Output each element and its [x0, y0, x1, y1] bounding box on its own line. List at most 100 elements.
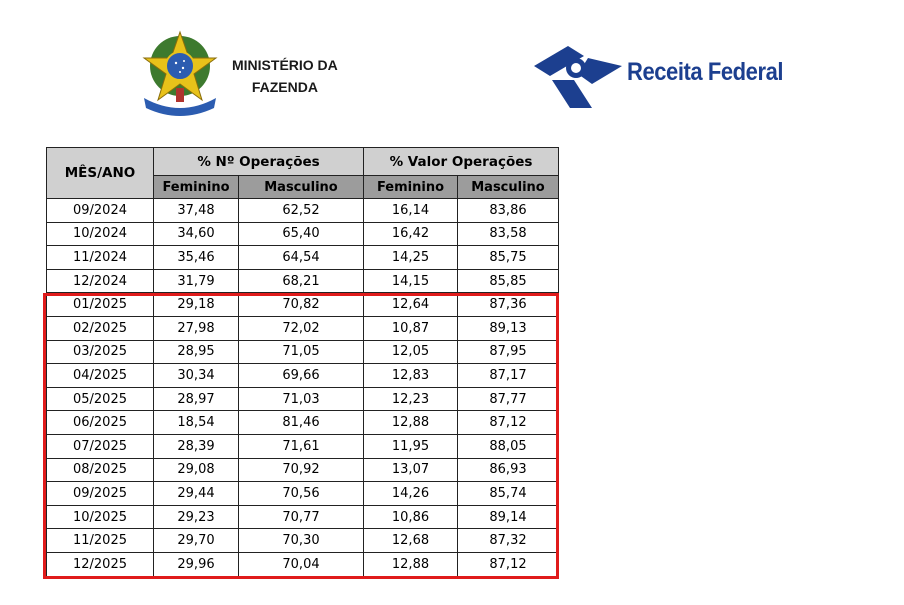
cell-count-female: 27,98: [153, 315, 239, 341]
cell-value-male: 87,77: [457, 386, 559, 412]
cell-count-female: 29,23: [153, 504, 239, 530]
table-row: 08/2025 29,08 70,92 13,07 86,93: [46, 457, 559, 483]
cell-value-female: 12,88: [363, 551, 458, 577]
table-row: 11/2025 29,70 70,30 12,68 87,32: [46, 528, 559, 553]
cell-count-female: 29,18: [153, 292, 239, 317]
agency-name: Receita Federal: [627, 58, 784, 86]
cell-value-female: 10,87: [363, 315, 458, 341]
table-row: 09/2024 37,48 62,52 16,14 83,86: [46, 198, 559, 223]
cell-value-female: 12,88: [363, 410, 458, 435]
cell-value-male: 87,32: [457, 528, 559, 553]
cell-count-female: 18,54: [153, 410, 239, 435]
cell-month: 01/2025: [46, 292, 154, 317]
table-row: 01/2025 29,18 70,82 12,64 87,36: [46, 292, 559, 317]
cell-count-female: 29,96: [153, 551, 239, 577]
cell-count-female: 30,34: [153, 363, 239, 388]
receita-federal-logo-icon: [534, 46, 622, 108]
cell-value-male: 85,74: [457, 481, 559, 506]
table-row: 04/2025 30,34 69,66 12,83 87,17: [46, 363, 559, 388]
cell-count-male: 70,77: [238, 504, 364, 530]
column-group-value: % Valor Operações: [363, 147, 559, 176]
cell-count-male: 68,21: [238, 268, 364, 294]
cell-value-male: 87,36: [457, 292, 559, 317]
ministry-name-line2: FAZENDA: [251, 79, 318, 95]
cell-count-female: 35,46: [153, 245, 239, 270]
cell-month: 04/2025: [46, 363, 154, 388]
cell-value-male: 83,86: [457, 198, 559, 223]
cell-count-male: 70,56: [238, 481, 364, 506]
cell-value-female: 14,26: [363, 481, 458, 506]
cell-count-male: 72,02: [238, 315, 364, 341]
cell-count-female: 28,39: [153, 433, 239, 459]
cell-count-female: 29,44: [153, 481, 239, 506]
cell-value-male: 85,85: [457, 268, 559, 294]
cell-count-male: 70,30: [238, 528, 364, 553]
cell-value-male: 85,75: [457, 245, 559, 270]
brazil-coat-of-arms-icon: [142, 30, 218, 116]
cell-value-female: 12,83: [363, 363, 458, 388]
cell-count-male: 65,40: [238, 221, 364, 247]
cell-count-female: 29,70: [153, 528, 239, 553]
cell-month: 09/2024: [46, 198, 154, 223]
cell-count-female: 34,60: [153, 221, 239, 247]
cell-count-male: 71,61: [238, 433, 364, 459]
cell-value-female: 16,14: [363, 198, 458, 223]
cell-month: 11/2024: [46, 245, 154, 270]
cell-count-male: 71,05: [238, 339, 364, 365]
table-row: 06/2025 18,54 81,46 12,88 87,12: [46, 410, 559, 435]
cell-value-female: 13,07: [363, 457, 458, 483]
column-group-count: % Nº Operações: [153, 147, 364, 176]
cell-count-male: 62,52: [238, 198, 364, 223]
cell-month: 12/2025: [46, 551, 154, 577]
table-row: 11/2024 35,46 64,54 14,25 85,75: [46, 245, 559, 270]
table-row: 12/2025 29,96 70,04 12,88 87,12: [46, 551, 559, 577]
cell-value-male: 87,12: [457, 551, 559, 577]
cell-value-male: 89,13: [457, 315, 559, 341]
cell-month: 10/2024: [46, 221, 154, 247]
cell-count-female: 29,08: [153, 457, 239, 483]
cell-value-male: 87,17: [457, 363, 559, 388]
cell-count-male: 81,46: [238, 410, 364, 435]
table-row: 05/2025 28,97 71,03 12,23 87,77: [46, 386, 559, 412]
column-header-count-female: Feminino: [153, 175, 239, 199]
column-header-value-female: Feminino: [363, 175, 458, 199]
column-header-count-male: Masculino: [238, 175, 364, 199]
cell-month: 06/2025: [46, 410, 154, 435]
table-row: 10/2025 29,23 70,77 10,86 89,14: [46, 504, 559, 530]
table-row: 10/2024 34,60 65,40 16,42 83,58: [46, 221, 559, 247]
cell-count-male: 70,04: [238, 551, 364, 577]
cell-count-female: 37,48: [153, 198, 239, 223]
table-row: 09/2025 29,44 70,56 14,26 85,74: [46, 481, 559, 506]
cell-count-female: 28,97: [153, 386, 239, 412]
table-row: 03/2025 28,95 71,05 12,05 87,95: [46, 339, 559, 365]
cell-value-male: 83,58: [457, 221, 559, 247]
cell-month: 02/2025: [46, 315, 154, 341]
cell-count-female: 28,95: [153, 339, 239, 365]
cell-value-female: 12,05: [363, 339, 458, 365]
table-row: 02/2025 27,98 72,02 10,87 89,13: [46, 315, 559, 341]
gender-operations-table: MÊS/ANO % Nº Operações % Valor Operações…: [46, 147, 559, 577]
table-row: 07/2025 28,39 71,61 11,95 88,05: [46, 433, 559, 459]
cell-month: 03/2025: [46, 339, 154, 365]
cell-value-female: 12,68: [363, 528, 458, 553]
cell-value-female: 12,64: [363, 292, 458, 317]
cell-count-male: 71,03: [238, 386, 364, 412]
cell-month: 09/2025: [46, 481, 154, 506]
cell-count-male: 70,82: [238, 292, 364, 317]
cell-month: 10/2025: [46, 504, 154, 530]
column-header-value-male: Masculino: [457, 175, 559, 199]
column-header-month: MÊS/ANO: [46, 147, 154, 199]
cell-month: 08/2025: [46, 457, 154, 483]
cell-value-female: 12,23: [363, 386, 458, 412]
table-row: 12/2024 31,79 68,21 14,15 85,85: [46, 268, 559, 294]
cell-value-female: 11,95: [363, 433, 458, 459]
cell-month: 11/2025: [46, 528, 154, 553]
cell-count-female: 31,79: [153, 268, 239, 294]
cell-value-female: 16,42: [363, 221, 458, 247]
cell-value-female: 14,25: [363, 245, 458, 270]
cell-value-male: 88,05: [457, 433, 559, 459]
cell-count-male: 69,66: [238, 363, 364, 388]
cell-value-male: 87,95: [457, 339, 559, 365]
cell-value-male: 87,12: [457, 410, 559, 435]
cell-value-female: 10,86: [363, 504, 458, 530]
